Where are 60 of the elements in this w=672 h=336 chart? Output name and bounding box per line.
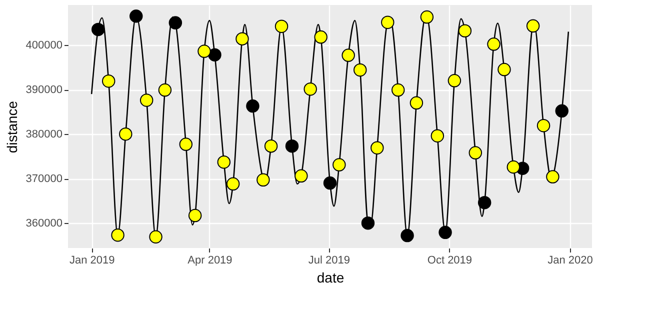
point xyxy=(478,196,492,210)
point xyxy=(111,228,124,242)
x-tick-label: Jan 2020 xyxy=(548,254,593,266)
point xyxy=(458,24,472,38)
point xyxy=(370,141,384,154)
point xyxy=(246,99,260,113)
point xyxy=(226,177,240,191)
point xyxy=(314,30,328,44)
point xyxy=(420,10,434,24)
point xyxy=(468,146,482,160)
point xyxy=(487,38,500,51)
point xyxy=(149,230,162,244)
point xyxy=(188,208,202,222)
point xyxy=(140,94,154,107)
point xyxy=(332,158,346,172)
point xyxy=(526,19,540,33)
point xyxy=(102,74,116,88)
point xyxy=(498,62,511,76)
y-tick-label: 400000 xyxy=(26,40,62,52)
point xyxy=(506,160,520,174)
point xyxy=(410,96,424,110)
x-tick-label: Jan 2019 xyxy=(69,254,115,266)
point xyxy=(448,74,462,88)
point xyxy=(354,63,367,77)
point xyxy=(304,82,317,96)
point xyxy=(236,32,249,46)
y-tick-label: 380000 xyxy=(26,128,62,141)
point xyxy=(323,176,337,190)
y-tick-label: 360000 xyxy=(26,218,62,230)
point xyxy=(546,170,560,184)
x-tick-label: Apr 2019 xyxy=(188,254,232,266)
point xyxy=(179,138,193,151)
point xyxy=(391,83,405,97)
y-tick-label: 370000 xyxy=(26,173,62,186)
point xyxy=(274,20,288,33)
point xyxy=(129,10,143,23)
point xyxy=(536,119,550,132)
y-axis-title: distance xyxy=(4,100,20,154)
point xyxy=(400,228,414,242)
point xyxy=(438,226,452,240)
point xyxy=(264,139,278,153)
point xyxy=(217,155,231,169)
point xyxy=(361,216,375,230)
point xyxy=(119,127,132,141)
x-tick-label: Oct 2019 xyxy=(427,254,472,266)
point xyxy=(208,48,222,62)
point xyxy=(158,83,172,97)
x-axis-title: date xyxy=(316,270,344,286)
point xyxy=(294,169,308,183)
point xyxy=(342,48,355,62)
point xyxy=(381,16,394,29)
y-tick-label: 390000 xyxy=(26,84,62,96)
x-tick-label: Jul 2019 xyxy=(308,254,350,266)
point xyxy=(430,129,444,142)
point xyxy=(168,16,182,30)
point xyxy=(92,22,105,36)
point xyxy=(198,44,211,58)
point xyxy=(555,104,568,118)
point xyxy=(256,173,270,187)
point xyxy=(285,139,299,153)
